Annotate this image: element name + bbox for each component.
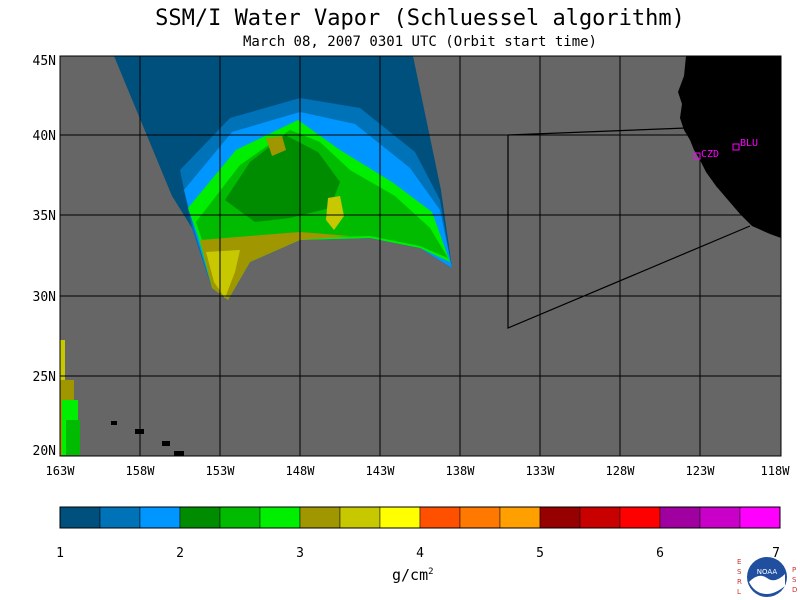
colorbar-swatch-1: [59, 506, 101, 529]
domain-outline: [507, 127, 751, 329]
colorbar-swatch-3: [139, 506, 181, 529]
lon-label-138w: 138W: [446, 464, 476, 478]
colorbar-swatch-8: [339, 506, 381, 529]
logo-esrl-r: R: [737, 578, 742, 586]
map-grid: [60, 56, 781, 456]
logo-esrl-e: E: [737, 558, 741, 566]
noaa-emblem-wave: [749, 574, 785, 594]
colorbar-unit-text: g/cm: [392, 566, 429, 584]
colorbar-tick-6: 6: [656, 546, 664, 561]
lon-label-153w: 153W: [206, 464, 236, 478]
station-markers: CZD BLU: [693, 138, 758, 160]
colorbar-tick-7: 7: [772, 546, 780, 561]
lat-label-35n: 35N: [33, 209, 56, 224]
lat-labels: 45N 40N 35N 30N 25N 20N: [33, 54, 56, 459]
colorbar-swatch-15: [619, 506, 661, 529]
lon-label-118w: 118W: [761, 464, 791, 478]
swath-band-8: [206, 250, 240, 298]
colorbar-tick-3: 3: [296, 546, 304, 561]
colorbar-swatch-6: [259, 506, 301, 529]
land-california: [678, 56, 781, 238]
noaa-emblem-text: NOAA: [757, 568, 778, 576]
lon-label-143w: 143W: [366, 464, 396, 478]
lon-label-123w: 123W: [686, 464, 716, 478]
colorbar-ticks: 1 2 3 4 5 6 7: [56, 546, 780, 561]
logo-psd-s: S: [792, 576, 797, 584]
logo-psd-p: P: [792, 566, 796, 574]
colorbar-swatch-17: [699, 506, 741, 529]
lon-label-158w: 158W: [126, 464, 156, 478]
colorbar-tick-5: 5: [536, 546, 544, 561]
colorbar-swatch-2: [99, 506, 141, 529]
water-vapor-swath: [114, 56, 452, 300]
swath-band-7: [200, 232, 350, 300]
colorbar-tick-2: 2: [176, 546, 184, 561]
colorbar-swatch-9: [379, 506, 421, 529]
colorbar-frame: [59, 506, 781, 529]
colorbar-swatch-7: [299, 506, 341, 529]
lat-label-30n: 30N: [33, 290, 56, 305]
logo-esrl-l: L: [737, 588, 741, 596]
lon-label-133w: 133W: [526, 464, 556, 478]
swath-spot-yellow-1: [326, 196, 344, 230]
noaa-logo: E S R L P S D NOAA: [737, 557, 797, 597]
colorbar-tick-1: 1: [56, 546, 64, 561]
colorbar-swatch-11: [459, 506, 501, 529]
colorbar-swatch-4: [179, 506, 221, 529]
logo-esrl-s: S: [737, 568, 742, 576]
colorbar: [59, 506, 781, 529]
page-subtitle: March 08, 2007 0301 UTC (Orbit start tim…: [242, 34, 597, 50]
lat-label-25n: 25N: [33, 370, 56, 385]
colorbar-unit-sup: 2: [428, 567, 434, 577]
map-frame: [59, 55, 782, 457]
lon-label-148w: 148W: [286, 464, 316, 478]
logo-psd-d: D: [792, 586, 797, 594]
lat-label-40n: 40N: [33, 129, 56, 144]
colorbar-swatch-18: [739, 506, 781, 529]
station-blu-marker: [732, 143, 740, 151]
lon-label-163w: 163W: [46, 464, 76, 478]
lat-label-45n: 45N: [33, 54, 56, 69]
station-blu-label: BLU: [740, 138, 758, 149]
colorbar-swatch-12: [499, 506, 541, 529]
colorbar-swatch-10: [419, 506, 461, 529]
lon-labels: 163W 158W 153W 148W 143W 138W 133W 128W …: [46, 464, 791, 478]
colorbar-tick-4: 4: [416, 546, 424, 561]
lon-label-128w: 128W: [606, 464, 636, 478]
colorbar-unit: g/cm2: [392, 566, 434, 584]
swath-band-6: [225, 135, 340, 222]
colorbar-swatch-14: [579, 506, 621, 529]
colorbar-swatch-16: [659, 506, 701, 529]
hawaii-strip: [60, 340, 80, 455]
colorbar-swatch-13: [539, 506, 581, 529]
station-czd-marker: [693, 152, 701, 160]
page-title: SSM/I Water Vapor (Schluessel algorithm): [155, 6, 685, 31]
lat-label-20n: 20N: [33, 444, 56, 459]
swath-spot-yellow-2: [266, 136, 286, 156]
colorbar-swatch-5: [219, 506, 261, 529]
station-czd-label: CZD: [701, 149, 719, 160]
